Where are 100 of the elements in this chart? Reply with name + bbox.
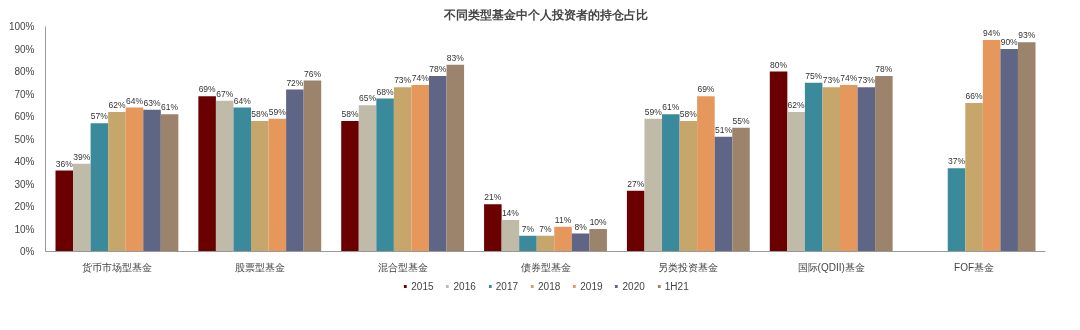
- data-label: 78%: [429, 64, 447, 74]
- data-label: 62%: [108, 100, 126, 110]
- bar: [233, 107, 252, 252]
- bar: [108, 112, 126, 252]
- bar: [875, 76, 893, 252]
- data-label: 69%: [697, 84, 715, 95]
- y-tick-label: 50%: [14, 133, 35, 145]
- data-label: 90%: [1000, 37, 1019, 47]
- y-tick-label: 60%: [14, 111, 35, 122]
- data-label: 73%: [394, 75, 412, 86]
- y-tick-label: 30%: [14, 178, 35, 190]
- x-tick-label: 股票型基金: [234, 261, 285, 273]
- bar: [73, 163, 91, 252]
- data-label: 8%: [574, 221, 588, 232]
- data-label: 78%: [875, 64, 893, 74]
- data-label: 27%: [627, 178, 645, 189]
- data-label: 80%: [770, 59, 788, 70]
- bar: [341, 121, 359, 252]
- y-tick-label: 80%: [14, 66, 35, 77]
- legend-label: 2019: [580, 280, 603, 292]
- data-label: 58%: [251, 109, 269, 119]
- bar: [697, 96, 715, 252]
- bar: [554, 226, 572, 252]
- bar: [662, 114, 680, 252]
- y-tick-label: 90%: [14, 43, 35, 55]
- data-label: 68%: [376, 86, 395, 97]
- data-label: 7%: [521, 223, 535, 234]
- bar: [714, 136, 733, 252]
- data-label: 67%: [216, 88, 234, 99]
- data-label: 10%: [589, 217, 608, 227]
- bar: [1000, 49, 1018, 252]
- bar: [679, 121, 698, 252]
- legend-label: 2017: [495, 280, 519, 292]
- y-tick-label: 40%: [14, 156, 35, 167]
- bar: [536, 235, 555, 252]
- data-label: 73%: [822, 75, 841, 86]
- bar: [626, 190, 645, 252]
- x-tick-label: FOF基金: [954, 261, 995, 273]
- bar: [947, 168, 966, 252]
- data-label: 59%: [644, 106, 663, 117]
- x-tick-label: 另类投资基金: [658, 261, 719, 273]
- y-tick-label: 70%: [14, 88, 35, 100]
- bar: [1017, 42, 1036, 252]
- data-label: 61%: [161, 102, 179, 113]
- bar: [358, 105, 377, 252]
- bar: [215, 100, 234, 252]
- bar: [376, 98, 394, 252]
- bar: [644, 118, 663, 252]
- data-label: 58%: [341, 109, 359, 119]
- data-label: 64%: [233, 95, 252, 106]
- data-label: 94%: [983, 28, 1001, 38]
- y-tick-label: 100%: [8, 21, 35, 32]
- data-label: 7%: [539, 223, 553, 234]
- legend-label: 2015: [411, 280, 434, 292]
- data-label: 76%: [303, 68, 322, 79]
- bar: [446, 64, 465, 252]
- data-label: 11%: [554, 214, 572, 225]
- bar: [769, 71, 788, 252]
- bar: [411, 85, 429, 252]
- bar: [965, 103, 983, 252]
- data-label: 83%: [446, 52, 465, 63]
- bar: [501, 220, 520, 252]
- data-label: 69%: [198, 84, 217, 95]
- y-tick-label: 20%: [14, 201, 35, 212]
- y-tick-label: 0%: [20, 246, 35, 257]
- bar: [143, 109, 161, 252]
- data-label: 37%: [948, 156, 966, 167]
- data-label: 39%: [73, 151, 91, 162]
- data-label: 57%: [90, 111, 109, 122]
- data-label: 58%: [679, 109, 698, 119]
- data-label: 93%: [1018, 30, 1036, 41]
- legend-label: 2018: [538, 280, 561, 292]
- bar: [90, 123, 109, 252]
- bar: [428, 76, 447, 252]
- data-label: 65%: [359, 93, 377, 104]
- bar: [303, 80, 322, 252]
- bar: [822, 87, 840, 252]
- data-label: 74%: [840, 73, 858, 83]
- bar: [125, 107, 144, 252]
- legend-label: 2016: [453, 280, 476, 292]
- x-tick-label: 债券型基金: [520, 261, 571, 273]
- bar: [268, 118, 287, 252]
- data-label: 14%: [501, 208, 520, 218]
- data-label: 64%: [125, 95, 144, 106]
- x-tick-label: 混合型基金: [377, 261, 428, 273]
- bar: [982, 40, 1001, 252]
- bar: [393, 87, 412, 252]
- bar: [286, 89, 304, 252]
- data-label: 59%: [268, 106, 287, 117]
- data-label: 61%: [662, 102, 680, 113]
- bar: [732, 127, 750, 252]
- bar: [198, 96, 216, 252]
- data-label: 21%: [484, 192, 502, 203]
- legend-label: 1H21: [664, 280, 689, 292]
- bar: [804, 82, 823, 252]
- data-label: 72%: [286, 77, 304, 88]
- bar: [839, 85, 858, 252]
- bar: [55, 170, 74, 252]
- data-label: 55%: [732, 115, 750, 126]
- bar: [251, 121, 269, 252]
